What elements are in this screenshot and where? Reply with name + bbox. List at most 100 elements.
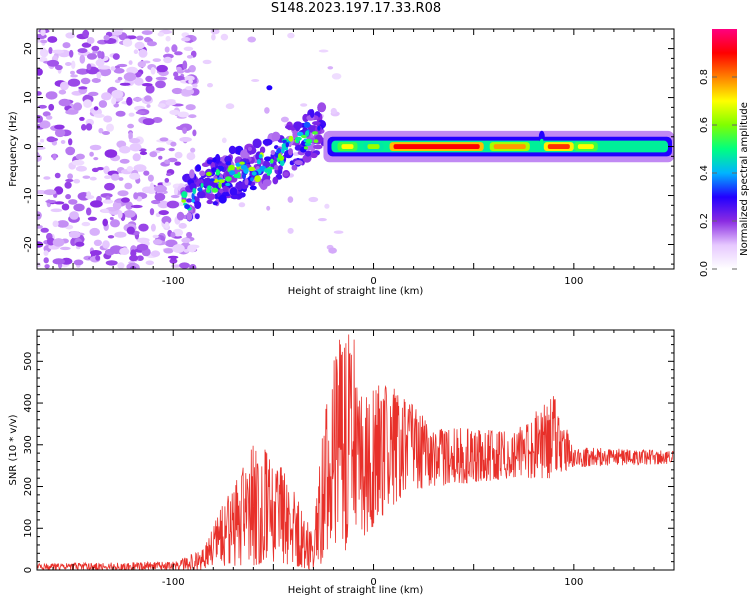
heatmap-blob (91, 45, 100, 52)
heatmap-blob (107, 235, 115, 239)
heatmap-blob (39, 48, 49, 58)
heatmap-blob (159, 137, 169, 142)
heatmap-blob (126, 96, 133, 106)
heatmap-blob (171, 256, 177, 261)
heatmap-blob (287, 196, 294, 203)
heatmap-blob (228, 145, 236, 155)
heatmap-blob (174, 51, 183, 56)
heatmap-blob (86, 207, 92, 216)
heatmap-blob (161, 216, 172, 225)
heatmap-blob (170, 141, 177, 147)
heatmap-blob (141, 30, 153, 35)
heatmap-blob (164, 159, 171, 165)
heatmap-blob (147, 41, 157, 47)
heatmap-blob (104, 182, 115, 191)
snr-x-tick-label: -100 (162, 577, 185, 588)
heatmap-blob (102, 131, 110, 135)
heatmap-blob (119, 82, 131, 86)
snr-y-tick-label: 400 (23, 393, 34, 412)
heatmap-blob (199, 170, 206, 177)
heatmap-blob (330, 107, 337, 115)
heatmap-blob (136, 243, 149, 251)
heatmap-blob (293, 121, 303, 130)
heatmap-blob (141, 186, 153, 194)
spectrogram-y-tick-label: 0 (23, 143, 34, 149)
heatmap-blob (242, 172, 246, 180)
heatmap-blob (93, 157, 99, 161)
heatmap-blob (186, 231, 193, 239)
heatmap-blob (281, 143, 287, 149)
heatmap-blob (300, 103, 308, 107)
heatmap-blob (305, 130, 310, 137)
heatmap-blob (111, 97, 117, 105)
heatmap-blob (129, 138, 141, 144)
heatmap-blob (37, 225, 43, 229)
heatmap-blob (539, 138, 544, 145)
heatmap-blob (132, 153, 141, 162)
heatmap-blob (120, 197, 130, 203)
heatmap-blob (270, 158, 274, 164)
heatmap-blob (76, 68, 89, 75)
heatmap-blob (282, 139, 287, 143)
heatmap-blob (136, 255, 144, 261)
heatmap-blob (128, 131, 133, 141)
heatmap-blob (58, 89, 67, 95)
heatmap-blob (288, 148, 293, 156)
heatmap-blob (212, 201, 218, 206)
heatmap-blob (95, 255, 101, 261)
heatmap-blob (37, 142, 42, 146)
heatmap-blob (65, 178, 74, 183)
heatmap-blob (152, 58, 161, 62)
heatmap-blob (134, 41, 145, 50)
heatmap-blob (71, 159, 85, 166)
heatmap-blob (99, 67, 112, 77)
heatmap-blob (177, 111, 189, 118)
heatmap-blob (150, 250, 161, 257)
heatmap-blob (80, 77, 91, 85)
heatmap-blob (46, 59, 60, 67)
heatmap-band-core (547, 144, 570, 149)
heatmap-blob (47, 36, 58, 43)
heatmap-blob (165, 100, 177, 106)
snr-y-tick-label: 100 (23, 519, 34, 538)
heatmap-blob (283, 171, 289, 177)
heatmap-blob (172, 244, 185, 253)
heatmap-blob (206, 171, 212, 177)
snr-x-tick-label: 100 (564, 577, 583, 588)
heatmap-blob (157, 103, 166, 108)
heatmap-blob (162, 181, 172, 186)
snr-y-tick-label: 500 (23, 352, 34, 371)
snr-y-tick-label: 300 (23, 435, 34, 454)
heatmap-blob (181, 37, 191, 42)
heatmap-blob (136, 35, 144, 41)
heatmap-blob (165, 35, 171, 42)
heatmap-blob (82, 175, 91, 179)
heatmap-blob (171, 87, 183, 95)
heatmap-blob (333, 230, 344, 234)
spectrogram-y-tick-label: -10 (23, 187, 34, 203)
heatmap-blob (238, 202, 246, 208)
heatmap-blob (163, 56, 173, 64)
heatmap-blob (98, 100, 108, 108)
heatmap-blob (266, 205, 271, 211)
heatmap-blob (128, 112, 135, 117)
heatmap-blob (197, 187, 203, 192)
heatmap-blob (134, 77, 144, 86)
heatmap-blob (178, 222, 187, 229)
heatmap-blob (65, 32, 75, 39)
heatmap-blob (87, 216, 97, 221)
heatmap-blob (69, 49, 74, 58)
heatmap-blob (109, 31, 123, 36)
heatmap-blob (181, 88, 195, 96)
heatmap-blob (292, 129, 299, 140)
heatmap-blob (185, 104, 196, 111)
heatmap-blob (52, 220, 59, 228)
heatmap-blob (192, 187, 197, 195)
heatmap-blob (109, 217, 114, 220)
heatmap-blob (229, 170, 236, 176)
heatmap-blob (194, 201, 202, 209)
heatmap-blob (65, 109, 79, 115)
heatmap-blob (117, 210, 123, 219)
heatmap-blob (310, 152, 318, 159)
heatmap-blob (239, 161, 245, 165)
